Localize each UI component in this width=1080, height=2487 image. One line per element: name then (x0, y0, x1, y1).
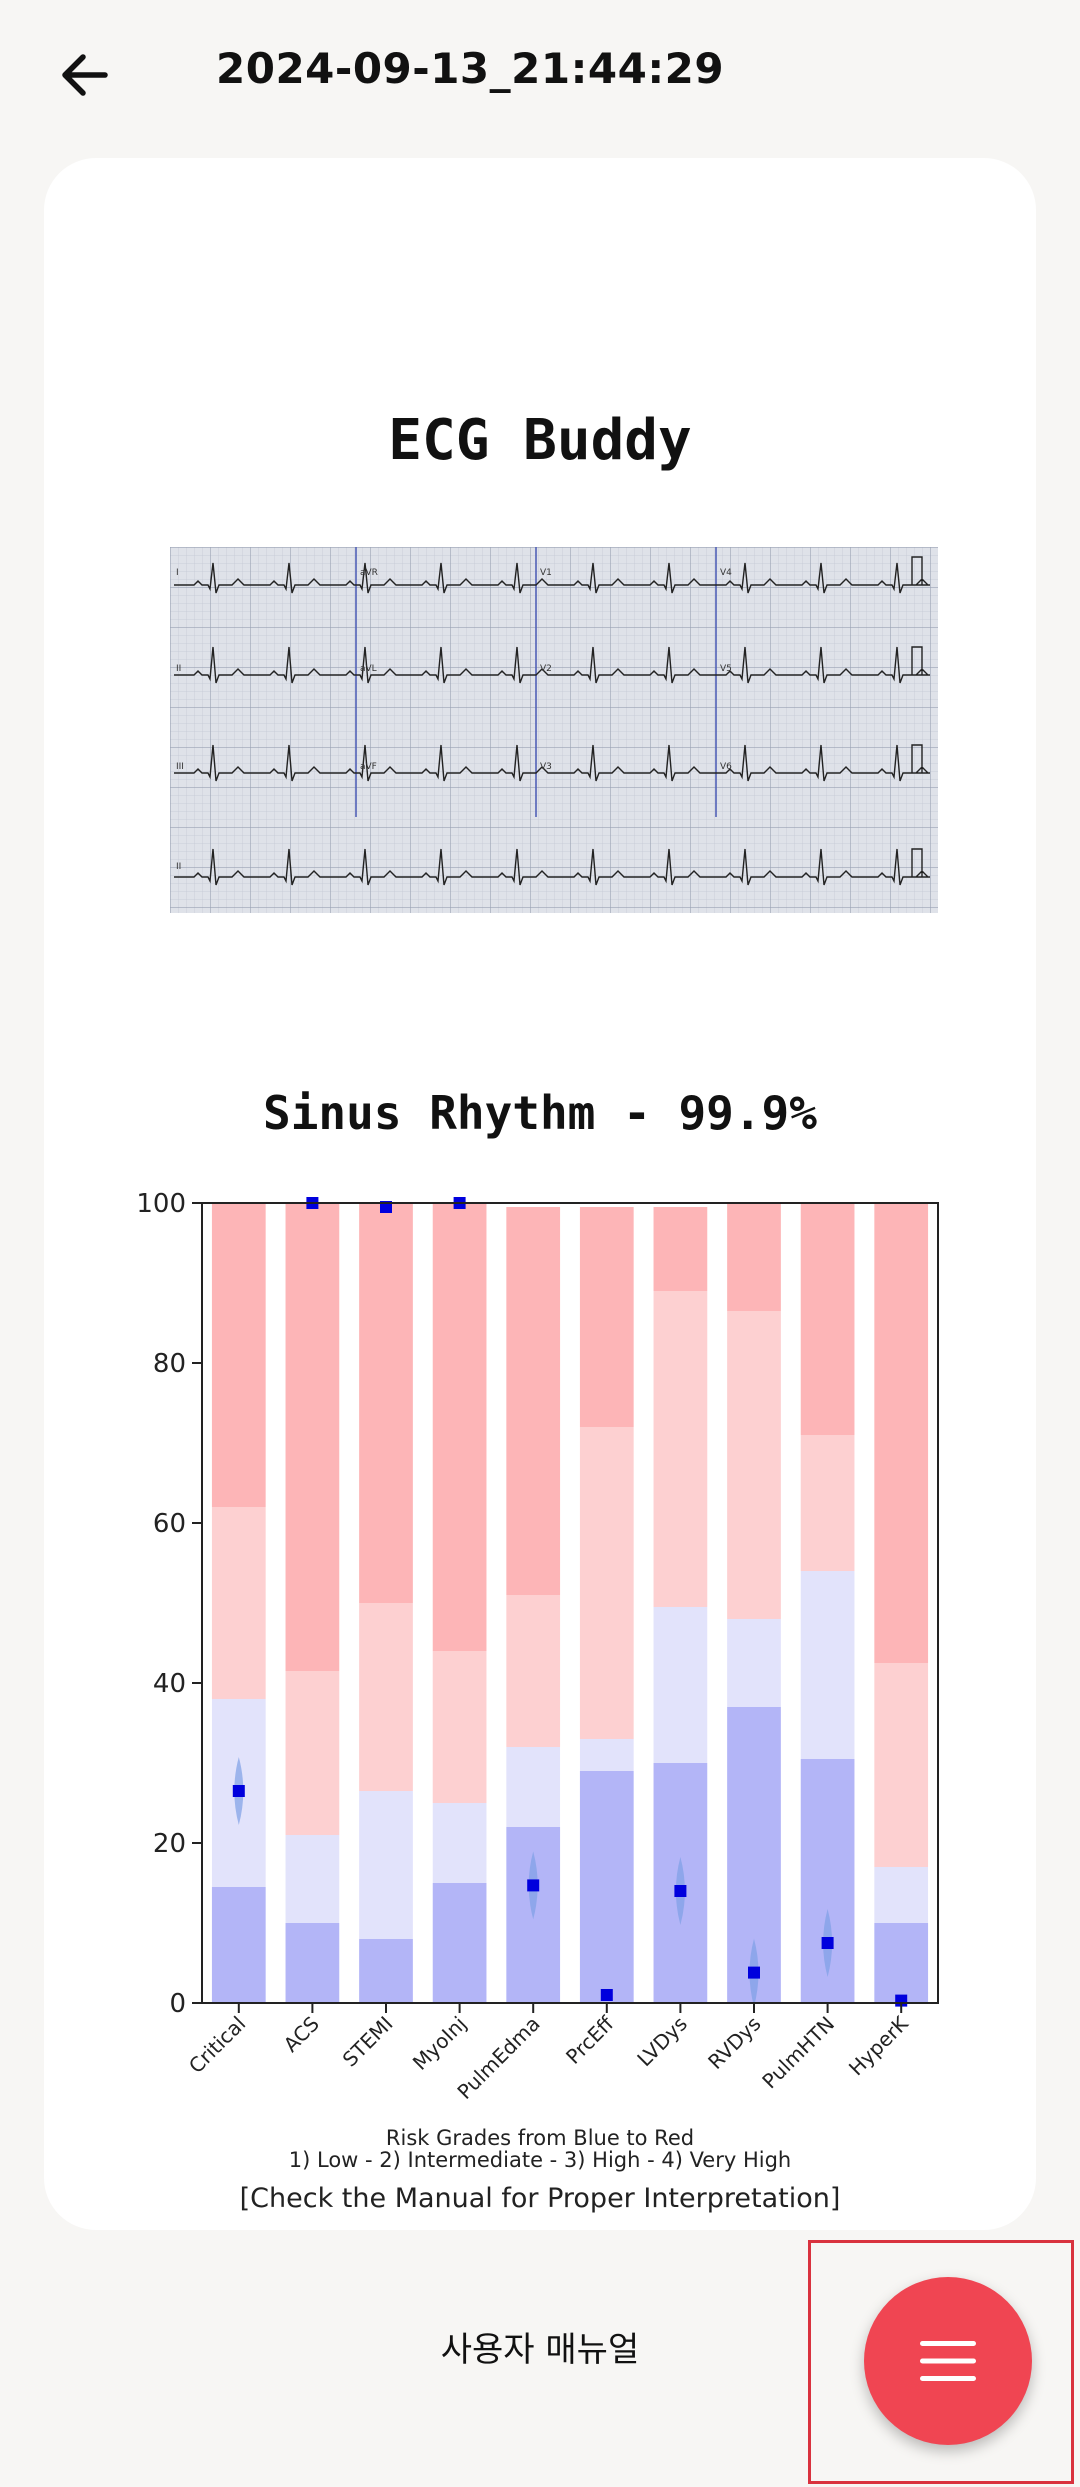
ecg-lead-label: III (176, 762, 184, 772)
risk-point (674, 1885, 687, 1897)
risk-bar-segment (432, 1883, 487, 2003)
ecg-trace (174, 848, 930, 886)
risk-bar-segment (800, 1571, 855, 1759)
y-tick-label: 80 (153, 1349, 186, 1379)
risk-bar-segment (727, 1311, 781, 1619)
risk-point (527, 1879, 540, 1892)
menu-fab-button[interactable] (864, 2277, 1032, 2445)
user-manual-link[interactable]: 사용자 매뉴얼 (440, 2330, 640, 2370)
risk-bar-segment (211, 1887, 266, 2003)
risk-bar-segment (432, 1651, 487, 1803)
x-tick-label: MyoInj (408, 2012, 471, 2075)
highlight-box (808, 2240, 1074, 2484)
risk-point (748, 1966, 760, 1979)
y-tick-label: 40 (153, 1669, 186, 1699)
risk-bar-segment (285, 1835, 340, 1923)
x-tick-label: ACS (279, 2012, 324, 2057)
top-bar: 2024-09-13_21:44:29 (0, 0, 1080, 150)
ecg-lead-label: V2 (540, 664, 552, 674)
x-tick-label: PrcEff (561, 2011, 619, 2069)
risk-bar-segment (506, 1595, 561, 1747)
risk-bar-segment (506, 1207, 561, 1595)
x-tick-label: PulmHTN (757, 2012, 839, 2094)
risk-bar-segment (359, 1603, 413, 1791)
ecg-lead-label: V5 (720, 664, 732, 674)
risk-bar-segment (874, 1867, 929, 1923)
risk-bar-segment (432, 1203, 487, 1651)
y-tick-label: 0 (169, 1989, 186, 2019)
back-button[interactable] (40, 30, 130, 120)
ecg-lead-label: II (176, 862, 181, 872)
x-tick-label: RVDys (703, 2012, 765, 2074)
risk-bar-segment (579, 1739, 634, 1771)
risk-bar-segment (727, 1203, 781, 1311)
risk-legend-title: Risk Grades from Blue to Red (385, 2126, 695, 2150)
risk-bar-segment (579, 1207, 634, 1427)
risk-bar-segment (800, 1203, 855, 1435)
y-tick-label: 60 (153, 1509, 186, 1539)
ecg-lead-label: aVL (360, 664, 377, 674)
risk-bar-segment (359, 1791, 413, 1939)
risk-legend-grades: 1) Low - 2) Intermediate - 3) High - 4) … (288, 2148, 792, 2172)
y-tick-label: 100 (136, 1189, 186, 1219)
ecg-lead-label: aVR (360, 568, 378, 578)
risk-bar-segment (579, 1427, 634, 1739)
ecg-lead-label: V4 (720, 568, 732, 578)
risk-bar-segment (653, 1607, 708, 1763)
arrow-left-icon (62, 54, 108, 96)
risk-point (600, 1989, 613, 2001)
y-tick-label: 20 (153, 1829, 186, 1859)
ecg-lead-label: II (176, 664, 181, 674)
ecg-trace (174, 744, 930, 782)
risk-bar-segment (579, 1771, 634, 2003)
ecg-lead-label: I (176, 568, 179, 578)
ecg-lead-label: aVF (360, 762, 377, 772)
risk-point (821, 1937, 834, 1949)
x-tick-label: Critical (184, 2012, 250, 2078)
ecg-trace (174, 646, 930, 684)
risk-bar-segment (874, 1203, 929, 1663)
risk-bar-segment (432, 1803, 487, 1883)
risk-bar-segment (359, 1203, 413, 1603)
ecg-lead-label: V6 (720, 762, 732, 772)
risk-bar-segment (653, 1291, 708, 1607)
hamburger-menu-icon (920, 2341, 976, 2381)
page-title: 2024-09-13_21:44:29 (216, 44, 725, 93)
ecg-lead-label: V1 (540, 568, 552, 578)
risk-bar-segment (874, 1663, 929, 1867)
rhythm-result: Sinus Rhythm - 99.9% (263, 1086, 817, 1140)
x-tick-label: LVDys (632, 2012, 692, 2072)
x-tick-label: STEMI (338, 2012, 398, 2072)
risk-bar-segment (359, 1939, 413, 2003)
ecg-lead-label: V3 (540, 762, 552, 772)
chart-frame (201, 1202, 939, 2004)
risk-bar-segment (211, 1507, 266, 1699)
risk-bar-segment (727, 1619, 781, 1707)
x-tick-label: HyperK (844, 2011, 913, 2080)
risk-bar-segment (211, 1203, 266, 1507)
risk-bar-segment (285, 1923, 340, 2003)
app-title: ECG Buddy (388, 408, 692, 473)
risk-bar-segment (874, 1923, 929, 2003)
ecg-trace (174, 556, 930, 594)
risk-point (232, 1785, 245, 1797)
risk-bar-segment (800, 1435, 855, 1571)
risk-bar-segment (506, 1747, 561, 1827)
manual-note: [Check the Manual for Proper Interpretat… (239, 2183, 841, 2214)
risk-bar-segment (285, 1671, 340, 1835)
risk-bar-segment (653, 1207, 708, 1291)
risk-bar-segment (285, 1203, 340, 1671)
